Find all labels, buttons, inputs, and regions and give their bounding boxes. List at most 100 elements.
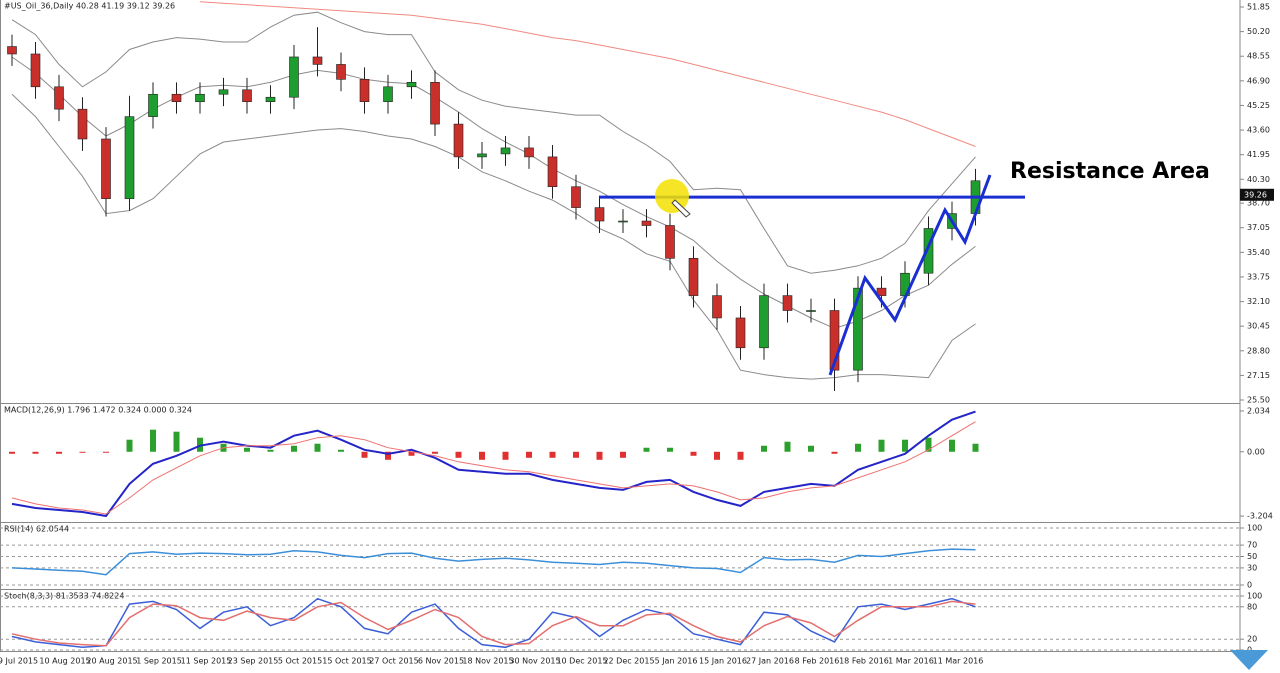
candle-body: [289, 56, 299, 98]
candle-body: [500, 147, 511, 155]
x-tick-label: 30 Nov 2015: [509, 657, 560, 666]
panel-title: RSI(14) 62.0544: [4, 525, 69, 534]
candle-body: [195, 93, 205, 103]
panel-title: MACD(12,26,9) 1.796 1.472 0.324 0.000 0.…: [4, 406, 192, 415]
y-tick-label: 100: [1247, 524, 1262, 533]
y-tick-label: 25.50: [1247, 396, 1270, 405]
candle-body: [477, 153, 487, 158]
candle-body: [124, 116, 135, 199]
candle-body: [829, 310, 840, 371]
candle-body: [218, 89, 229, 95]
candle-body: [759, 295, 769, 349]
x-tick-label: 27 Jan 2016: [746, 657, 794, 666]
y-tick-label: 50: [1247, 552, 1257, 561]
y-tick-label: 35.40: [1247, 248, 1270, 257]
y-tick-label: 70: [1247, 541, 1257, 550]
histogram-bar: [56, 451, 62, 454]
hand-drawn-pattern: [828, 174, 992, 376]
candle-body: [406, 82, 417, 88]
y-tick-label: 0.00: [1247, 447, 1265, 456]
panel-title: Stoch(8,3,3) 81.3533 74.8224: [4, 592, 124, 601]
y-tick-label: 38.70: [1247, 199, 1270, 208]
candle-body: [101, 138, 111, 199]
x-tick-label: 10 Aug 2015: [39, 657, 90, 666]
y-tick-label: 30: [1247, 563, 1257, 572]
candle-body: [453, 123, 464, 158]
y-tick-label: 41.95: [1247, 150, 1270, 159]
candle-body: [641, 220, 652, 226]
candle-body: [876, 287, 887, 296]
indicator-line: [11, 421, 976, 515]
candle-body: [77, 108, 88, 140]
histogram-bar: [338, 449, 344, 452]
y-tick-label: 33.75: [1247, 272, 1270, 281]
histogram-bar: [314, 443, 321, 452]
x-tick-label: 10 Dec 2015: [556, 657, 607, 666]
candle-body: [571, 186, 581, 208]
histogram-bar: [244, 447, 250, 452]
candle-body: [265, 96, 276, 103]
histogram-bar: [949, 439, 955, 452]
candle-body: [242, 89, 252, 103]
candle-body: [712, 295, 722, 319]
y-tick-label: -3.204: [1247, 512, 1273, 521]
candle-body: [524, 147, 534, 158]
histogram-bar: [620, 451, 626, 458]
histogram-bar: [361, 451, 368, 458]
y-tick-label: 32.10: [1247, 297, 1270, 306]
x-tick-label: 11 Sep 2015: [181, 657, 232, 666]
x-tick-label: 1 Mar 2016: [888, 657, 934, 666]
x-tick-label: 18 Feb 2016: [839, 657, 889, 666]
y-tick-label: 2.034: [1247, 406, 1270, 415]
histogram-bar: [150, 429, 156, 452]
candle-body: [148, 93, 158, 117]
histogram-bar: [526, 451, 532, 458]
panel-title: #US_Oil_36,Daily 40.28 41.19 39.12 39.26: [4, 2, 175, 11]
x-tick-label: 9 Jul 2015: [0, 657, 38, 666]
last-price-box: [1240, 188, 1274, 201]
x-tick-label: 6 Nov 2015: [418, 657, 464, 666]
logo: [1230, 650, 1268, 670]
histogram-bar: [761, 445, 767, 452]
y-tick-label: 20: [1247, 635, 1257, 644]
candle-body: [336, 64, 346, 80]
x-tick-label: 5 Jan 2016: [655, 657, 698, 666]
candle-body: [923, 228, 934, 274]
histogram-bar: [32, 451, 39, 454]
histogram-bar: [502, 451, 509, 460]
histogram-bar: [408, 451, 415, 456]
x-tick-label: 1 Sep 2015: [136, 657, 182, 666]
y-tick-label: 0: [1247, 581, 1252, 590]
y-tick-label: 43.60: [1247, 126, 1270, 135]
drawing-overlay: [655, 174, 992, 376]
indicator-line: [11, 600, 976, 647]
indicator-line: [11, 11, 976, 274]
histogram-bar: [808, 445, 814, 452]
candle-body: [665, 225, 675, 259]
histogram-bar: [385, 451, 391, 460]
histogram-bar: [79, 451, 86, 453]
histogram-bar: [126, 439, 133, 452]
annotation: Resistance Area: [1010, 159, 1210, 184]
histogram-bar: [737, 451, 744, 460]
histogram-bar: [103, 451, 109, 453]
candle-body: [171, 93, 182, 103]
candle-body: [594, 207, 605, 222]
indicator-line: [11, 410, 976, 518]
indicator-line: [11, 548, 976, 576]
indicator-line: [11, 93, 976, 380]
candle-body: [688, 258, 699, 296]
histogram-bar: [831, 451, 838, 454]
y-tick-label: 48.55: [1247, 52, 1270, 61]
histogram-bar: [690, 451, 697, 456]
histogram-bar: [479, 451, 485, 460]
histogram-bar: [784, 441, 791, 452]
histogram-bar: [9, 451, 15, 454]
candle-body: [547, 156, 558, 188]
candle-body: [359, 79, 370, 103]
y-tick-label: 100: [1247, 592, 1262, 601]
y-tick-label: 80: [1247, 602, 1257, 611]
